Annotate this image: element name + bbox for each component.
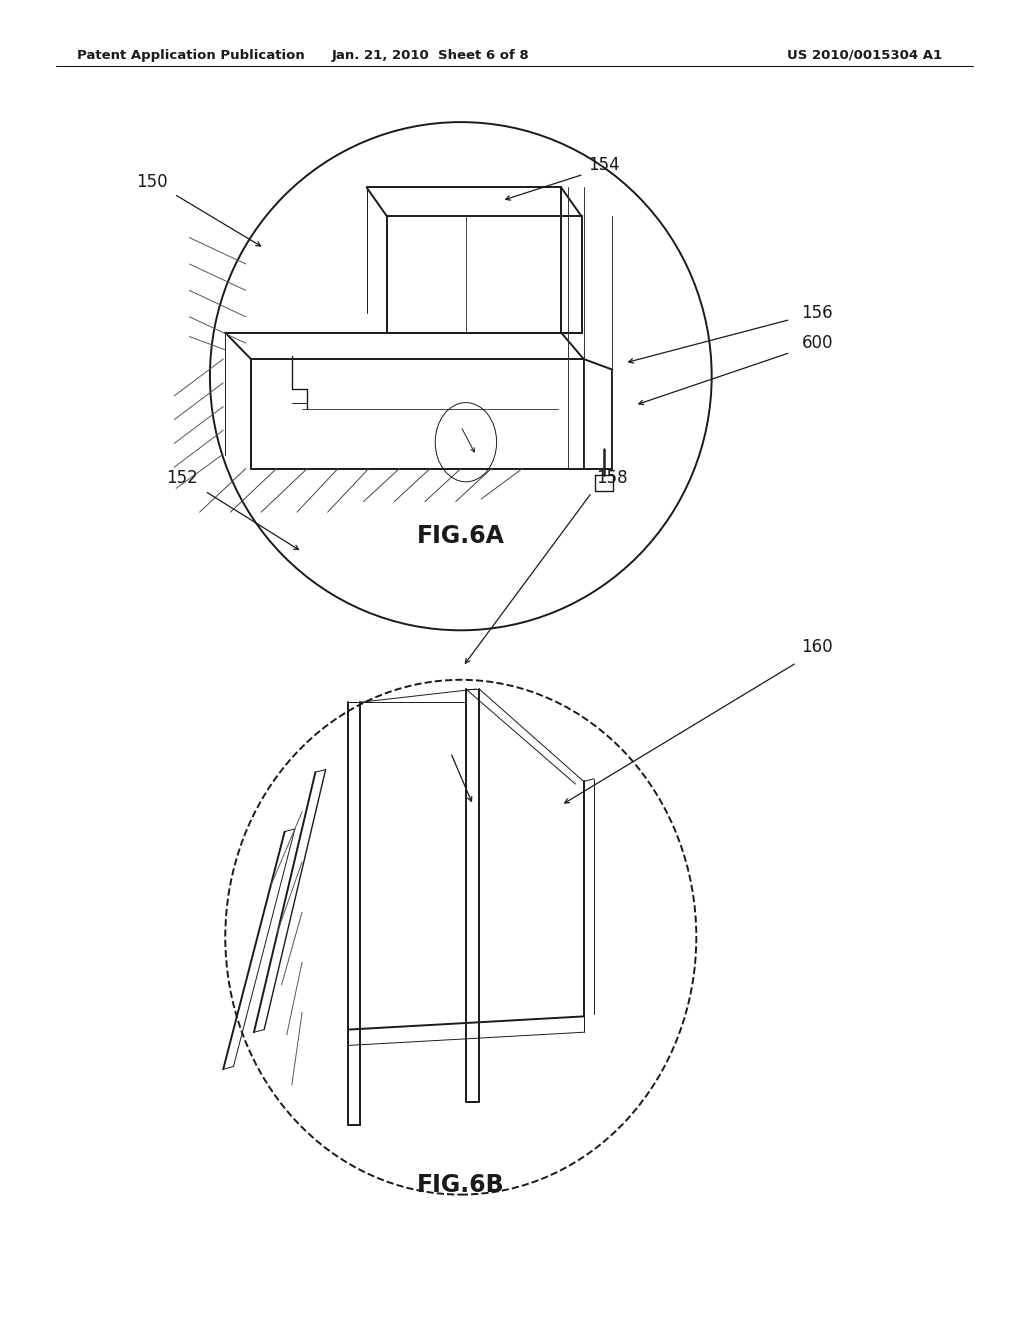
Text: FIG.6A: FIG.6A <box>417 524 505 548</box>
Text: 154: 154 <box>589 156 620 174</box>
Text: FIG.6B: FIG.6B <box>417 1173 505 1197</box>
Text: 600: 600 <box>802 334 833 352</box>
Text: 160: 160 <box>802 638 833 656</box>
Text: Jan. 21, 2010  Sheet 6 of 8: Jan. 21, 2010 Sheet 6 of 8 <box>331 49 529 62</box>
Text: 156: 156 <box>802 304 833 322</box>
Text: 158: 158 <box>597 469 628 487</box>
Text: US 2010/0015304 A1: US 2010/0015304 A1 <box>787 49 942 62</box>
Text: 152: 152 <box>166 469 199 487</box>
Text: 150: 150 <box>136 173 167 191</box>
Text: Patent Application Publication: Patent Application Publication <box>77 49 304 62</box>
